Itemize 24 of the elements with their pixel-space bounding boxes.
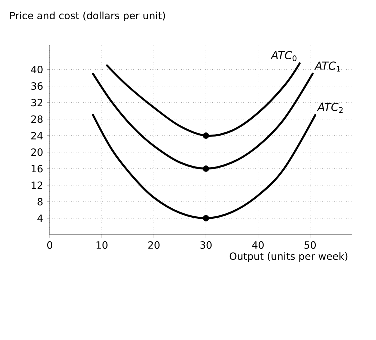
y-tick-label: 40 <box>31 66 43 74</box>
x-axis-title: Output (units per week) <box>230 252 348 262</box>
y-tick-label: 8 <box>38 198 43 206</box>
y-tick-label: 36 <box>32 82 43 90</box>
series-label: ATC$_{0}$ <box>270 51 297 62</box>
x-tick-label: 20 <box>148 241 160 250</box>
x-tick-label: 50 <box>304 241 316 250</box>
series-label: ATC$_{1}$ <box>314 62 340 72</box>
x-tick-label: 0 <box>47 241 53 250</box>
point <box>203 166 210 172</box>
x-tick-label: 30 <box>200 241 212 250</box>
y-tick-label: 32 <box>32 99 42 107</box>
y-tick-label: 4 <box>38 214 43 222</box>
y-tick-label: 24 <box>32 132 43 140</box>
point <box>203 132 210 140</box>
series-label: ATC$_{2}$ <box>317 102 343 114</box>
y-tick-label: 12 <box>32 182 42 190</box>
x-tick-label: 10 <box>96 241 108 250</box>
y-tick-label: 16 <box>32 165 43 173</box>
y-tick-label: 28 <box>32 116 43 124</box>
x-tick-label: 40 <box>252 241 264 250</box>
y-axis-title: Price and cost (dollars per unit) <box>10 12 166 22</box>
y-tick-label: 20 <box>32 148 43 156</box>
point <box>203 215 210 222</box>
